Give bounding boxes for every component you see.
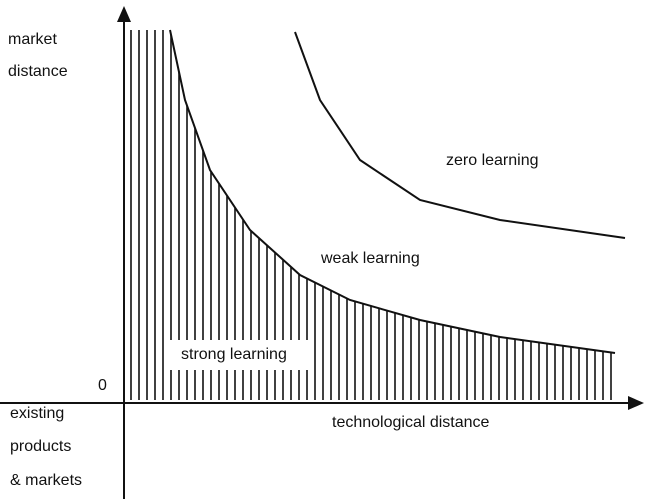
zero-weak-boundary: [294, 31, 626, 239]
weak-learning-label: weak learning: [320, 250, 420, 267]
x-axis-label: technological distance: [332, 414, 490, 431]
y-axis-label-line: market: [8, 31, 57, 48]
corner-label-line: & markets: [10, 472, 82, 489]
weak-strong-boundary: [169, 29, 616, 354]
zero-learning-label: zero learning: [446, 152, 539, 169]
corner-label-line: existing: [10, 405, 64, 422]
y-axis-label-line: distance: [8, 63, 68, 80]
strong-learning-label: strong learning: [181, 346, 287, 363]
origin-label: 0: [98, 377, 107, 394]
corner-label-line: products: [10, 438, 71, 455]
label-background: [168, 340, 310, 370]
x-axis-arrow: [628, 396, 644, 410]
y-axis-arrow: [117, 6, 131, 22]
